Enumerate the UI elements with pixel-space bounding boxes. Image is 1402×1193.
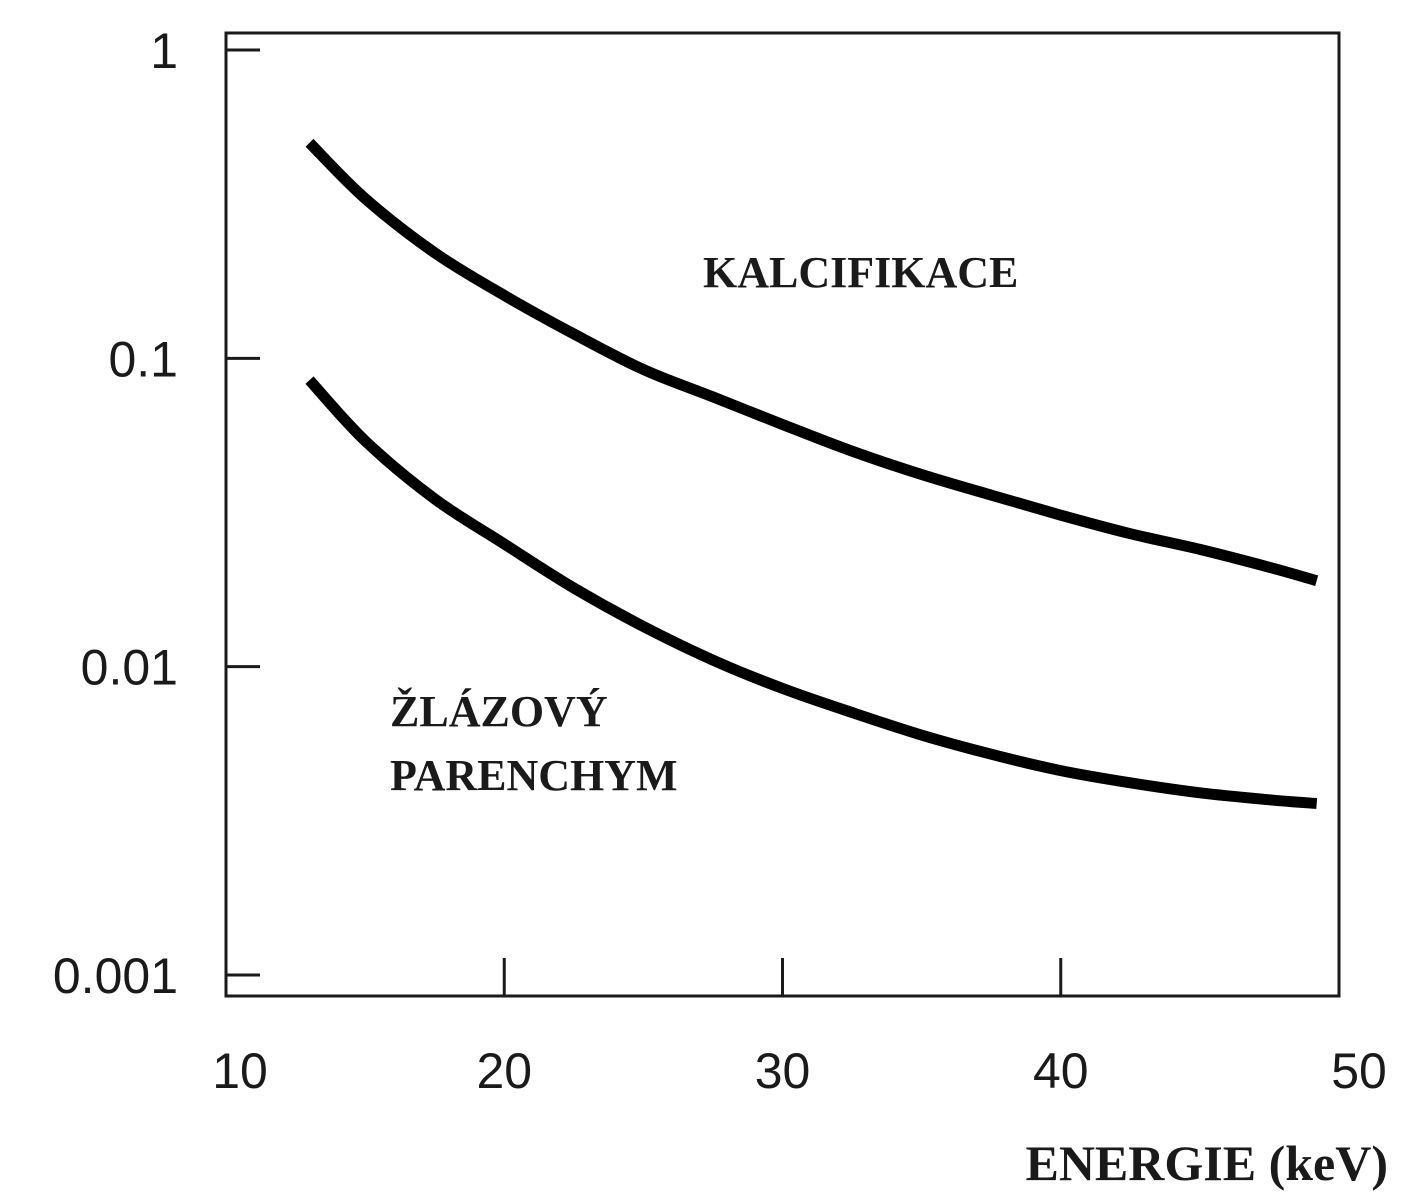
x-tick-label: 20 (476, 1043, 532, 1099)
annotation-kalcifikace: KALCIFIKACE (703, 248, 1018, 297)
y-axis: 0.001 0.01 0.1 1 (53, 23, 260, 1004)
series-line-parenchym (305, 376, 1318, 809)
x-tick-label: 50 (1331, 1043, 1387, 1099)
x-axis-title: ENERGIE (keV) (1025, 1135, 1388, 1191)
plot-frame (224, 31, 1341, 998)
y-tick-label: 0.1 (108, 331, 178, 387)
annotation-parenchym-line2: PARENCHYM (390, 751, 678, 800)
annotation-parenchym-line1: ŽLÁZOVÝ (390, 687, 608, 736)
series-line-kalcifikace (305, 138, 1319, 586)
x-tick-label: 30 (755, 1043, 811, 1099)
x-axis: 10 20 30 40 50 (212, 958, 1387, 1099)
y-tick-label: 1 (150, 23, 178, 79)
series-layer (305, 138, 1319, 809)
y-tick-label: 0.001 (53, 948, 178, 1004)
y-tick-label: 0.01 (81, 640, 178, 696)
x-tick-label: 10 (212, 1043, 268, 1099)
x-tick-label: 40 (1033, 1043, 1089, 1099)
